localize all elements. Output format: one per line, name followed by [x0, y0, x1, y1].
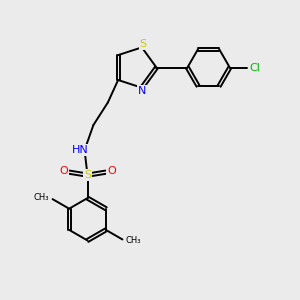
Text: S: S — [140, 39, 147, 49]
Text: CH₃: CH₃ — [34, 193, 49, 202]
Text: HN: HN — [72, 145, 88, 155]
Text: S: S — [84, 170, 91, 180]
Text: Cl: Cl — [249, 63, 260, 73]
Text: N: N — [138, 86, 146, 96]
Text: CH₃: CH₃ — [126, 236, 142, 245]
Text: O: O — [107, 166, 116, 176]
Text: O: O — [59, 166, 68, 176]
